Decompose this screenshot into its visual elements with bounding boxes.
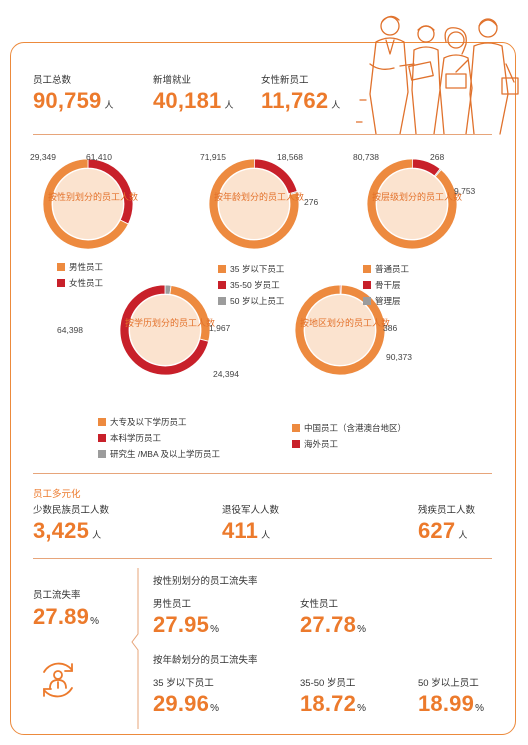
- value-label-gender-female: 29,349: [30, 152, 56, 162]
- legend-item-male: 男性员工: [57, 261, 103, 273]
- legend-swatch: [292, 424, 300, 432]
- legend-swatch: [363, 265, 371, 273]
- legend-swatch: [218, 297, 226, 305]
- donut-title-level: 按层级划分的员工人数: [372, 192, 463, 202]
- legend-item-edu-postgrad: 研究生 /MBA 及以上学历员工: [98, 448, 220, 460]
- donut-title-age: 按年龄划分的员工人数: [214, 192, 305, 202]
- turnover-gender-title: 按性别划分的员工流失率: [153, 576, 258, 587]
- turnover-under35-value: 29.96%: [153, 691, 220, 716]
- legend-item-edu-bachelor: 本科学历员工: [98, 432, 161, 444]
- donut-title-region: 按地区划分的员工人数: [300, 318, 391, 328]
- turnover-35-50-value: 18.72%: [300, 691, 367, 716]
- legend-swatch: [363, 281, 371, 289]
- donut-title-education: 按学历划分的员工人数: [125, 318, 216, 328]
- content-frame: [10, 42, 516, 735]
- turnover-35-50-label: 35-50 岁员工: [300, 678, 356, 689]
- value-label-age-over50: 276: [304, 197, 319, 207]
- turnover-age-title: 按年龄划分的员工流失率: [153, 655, 258, 666]
- diversity-label-disabled: 残疾员工人数: [418, 505, 476, 516]
- legend-item-age-under35: 35 岁以下员工: [218, 263, 284, 275]
- value-label-edu-bachelor: 64,398: [57, 325, 83, 335]
- legend-swatch: [363, 297, 371, 305]
- diversity-label-minority: 少数民族员工人数: [33, 505, 110, 516]
- donut-center-disc: [377, 169, 447, 239]
- legend-item-female: 女性员工: [57, 277, 103, 289]
- value-label-age-under35: 71,915: [200, 152, 226, 162]
- donut-center-disc: [305, 295, 375, 365]
- value-label-edu-postgrad: 1,967: [209, 323, 231, 333]
- donut-title-gender: 按性别划分的员工人数: [48, 192, 139, 202]
- summary-label-new-employment: 新增就业: [153, 75, 192, 86]
- turnover-over50-value: 18.99%: [418, 691, 485, 716]
- legend-item-age-35-50: 35-50 岁员工: [218, 279, 280, 291]
- value-label-level-management: 268: [430, 152, 445, 162]
- value-label-gender-male: 61,410: [86, 152, 112, 162]
- divider: [33, 558, 492, 559]
- donut-slice: [119, 284, 210, 376]
- legend-swatch: [57, 263, 65, 271]
- donut-slice: [208, 158, 300, 250]
- donut-slice: [42, 158, 129, 250]
- legend-swatch: [98, 434, 106, 442]
- turnover-male-label: 男性员工: [153, 599, 192, 610]
- legend-swatch: [218, 281, 226, 289]
- summary-value-total: 90,759 人: [33, 88, 114, 113]
- legend-swatch: [57, 279, 65, 287]
- donut-slice: [294, 284, 386, 376]
- divider: [33, 134, 492, 135]
- donut-center-disc: [53, 169, 123, 239]
- legend-swatch: [218, 265, 226, 273]
- turnover-value: 27.89%: [33, 604, 100, 629]
- diversity-value-minority: 3,425 人: [33, 518, 102, 543]
- divider: [33, 473, 492, 474]
- value-label-level-staff: 80,738: [353, 152, 379, 162]
- value-label-edu-college: 24,394: [213, 369, 239, 379]
- summary-value-new-employment: 40,181 人: [153, 88, 234, 113]
- diversity-value-veterans: 411 人: [222, 518, 271, 543]
- legend-item-region-china: 中国员工（含港澳台地区）: [292, 422, 406, 434]
- legend-swatch: [98, 418, 106, 426]
- summary-value-new-female: 11,762 人: [261, 88, 341, 113]
- value-label-level-core: 9,753: [454, 186, 476, 196]
- legend-swatch: [292, 440, 300, 448]
- legend-item-level-management: 管理层: [363, 295, 401, 307]
- legend-item-edu-college: 大专及以下学历员工: [98, 416, 187, 428]
- person-cycle-icon: [43, 662, 73, 698]
- value-label-region-overseas: 386: [383, 323, 398, 333]
- donut-center-disc: [130, 295, 200, 365]
- legend-item-level-core: 骨干层: [363, 279, 401, 291]
- legend-item-age-over50: 50 岁以上员工: [218, 295, 284, 307]
- value-label-age-35-50: 18,568: [277, 152, 303, 162]
- turnover-male-value: 27.95%: [153, 612, 220, 637]
- summary-label-new-female: 女性新员工: [261, 75, 309, 86]
- turnover-female-label: 女性员工: [300, 599, 339, 610]
- value-label-region-china: 90,373: [386, 352, 412, 362]
- diversity-title: 员工多元化: [33, 489, 81, 500]
- bracket-divider: [131, 568, 139, 729]
- donut-center-disc: [219, 169, 289, 239]
- turnover-label: 员工流失率: [33, 590, 81, 601]
- turnover-under35-label: 35 岁以下员工: [153, 678, 214, 689]
- summary-label-total: 员工总数: [33, 75, 72, 86]
- turnover-over50-label: 50 岁以上员工: [418, 678, 479, 689]
- diversity-value-disabled: 627 人: [418, 518, 468, 543]
- donut-slice: [366, 158, 458, 250]
- people-meeting-illustration: [356, 15, 519, 135]
- legend-item-level-staff: 普通员工: [363, 263, 409, 275]
- legend-swatch: [98, 450, 106, 458]
- turnover-female-value: 27.78%: [300, 612, 367, 637]
- diversity-label-veterans: 退役军人人数: [222, 505, 280, 516]
- legend-item-region-overseas: 海外员工: [292, 438, 338, 450]
